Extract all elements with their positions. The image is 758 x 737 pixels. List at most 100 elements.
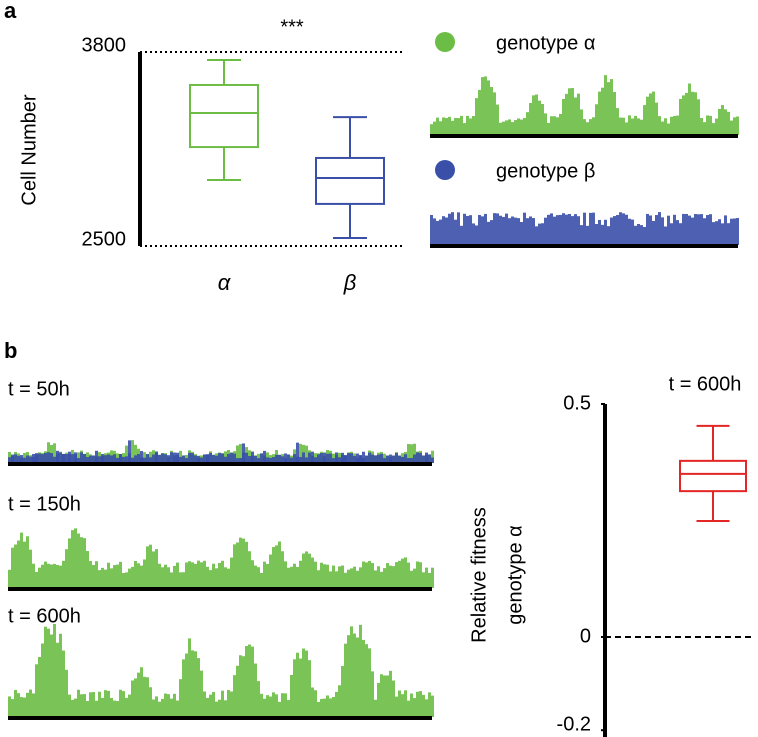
y-axis-label: Cell Number [18, 94, 40, 205]
simulation-cells [149, 544, 152, 588]
simulation-cells [293, 563, 296, 588]
simulation-cells [26, 692, 29, 717]
simulation-cells [697, 214, 700, 245]
simulation-cells [242, 452, 245, 463]
simulation-cells [523, 212, 526, 245]
simulation-cells [125, 456, 128, 463]
simulation-cells [218, 562, 221, 588]
simulation-cells [332, 565, 335, 588]
simulation-cells [53, 563, 56, 588]
y-tick-label: 0.5 [563, 392, 591, 414]
simulation-cells [365, 644, 368, 717]
simulation-cells [80, 694, 83, 717]
simulation-cells [341, 565, 344, 588]
simulation-cells [62, 560, 65, 588]
simulation-cells [191, 650, 194, 717]
simulation-cells [553, 116, 556, 135]
simulation-cells [302, 452, 305, 463]
simulation-cells [601, 224, 604, 245]
simulation-cells [317, 701, 320, 717]
y-tick-label: 0 [580, 625, 591, 647]
simulation-cells [209, 453, 212, 463]
simulation-cells [239, 655, 242, 717]
simulation-cells [305, 551, 308, 588]
simulation-cells [107, 690, 110, 717]
simulation-cells [718, 108, 721, 135]
simulation-cells [347, 453, 350, 463]
simulation-cells [451, 120, 454, 135]
simulation-cells [203, 560, 206, 588]
simulation-cells [407, 458, 410, 463]
simulation-cells [11, 699, 14, 717]
simulation-cells [454, 117, 457, 135]
simulation-cells [122, 691, 125, 717]
simulation-cells [215, 568, 218, 588]
simulation-cells [41, 643, 44, 717]
simulation-cells [469, 215, 472, 245]
simulation-cells [481, 216, 484, 245]
simulation-cells [622, 213, 625, 245]
simulation-cells [362, 639, 365, 717]
simulation-cells [505, 120, 508, 135]
simulation-cells [218, 453, 221, 463]
simulation-cells [239, 443, 242, 463]
simulation-cells [413, 454, 416, 463]
simulation-cells [122, 572, 125, 588]
simulation-cells [368, 452, 371, 463]
simulation-cells [164, 564, 167, 588]
simulation-cells [128, 568, 131, 588]
simulation-cells [155, 696, 158, 717]
simulation-cells [377, 454, 380, 463]
simulation-cells [125, 572, 128, 588]
simulation-cells [404, 557, 407, 588]
simulation-cells [128, 440, 131, 463]
simulation-cells [266, 457, 269, 463]
simulation-cells [517, 218, 520, 245]
simulation-cells [341, 665, 344, 717]
simulation-cells [326, 695, 329, 717]
simulation-cells [164, 454, 167, 463]
simulation-cells [353, 566, 356, 588]
simulation-cells [50, 634, 53, 717]
simulation-cells [128, 694, 131, 717]
simulation-cells [191, 562, 194, 588]
simulation-cells [661, 121, 664, 135]
simulation-cells [460, 225, 463, 245]
simulation-cells [71, 530, 74, 588]
simulation-cells [323, 564, 326, 588]
simulation-cells [119, 561, 122, 588]
simulation-cells [353, 455, 356, 463]
simulation-cells [431, 695, 434, 717]
simulation-cells [284, 561, 287, 588]
simulation-cells [730, 120, 733, 135]
simulation-cells [140, 457, 143, 463]
simulation-cells [95, 700, 98, 717]
simulation-cells [8, 457, 11, 463]
simulation-cells [77, 533, 80, 588]
simulation-cells [529, 216, 532, 245]
simulation-cells [550, 116, 553, 135]
simulation-cells [556, 117, 559, 135]
simulation-cells [329, 571, 332, 588]
simulation-cells [158, 563, 161, 588]
simulation-cells [98, 691, 101, 717]
simulation-cells [188, 561, 191, 588]
simulation-cells [74, 454, 77, 463]
simulation-cells [472, 223, 475, 245]
simulation-cells [499, 215, 502, 245]
simulation-cells [700, 117, 703, 135]
simulation-cells [401, 694, 404, 717]
simulation-cells [658, 212, 661, 245]
simulation-cells [472, 115, 475, 135]
simulation-cells [53, 443, 56, 463]
simulation-cells [77, 452, 80, 463]
simulation-cells [595, 224, 598, 245]
simulation-cells [209, 570, 212, 588]
simulation-cells [305, 445, 308, 463]
simulation-cells [508, 119, 511, 135]
simulation-cells [299, 560, 302, 588]
simulation-cells [191, 453, 194, 463]
simulation-cells [398, 690, 401, 717]
simulation-cells [92, 564, 95, 588]
simulation-cells [428, 454, 431, 463]
